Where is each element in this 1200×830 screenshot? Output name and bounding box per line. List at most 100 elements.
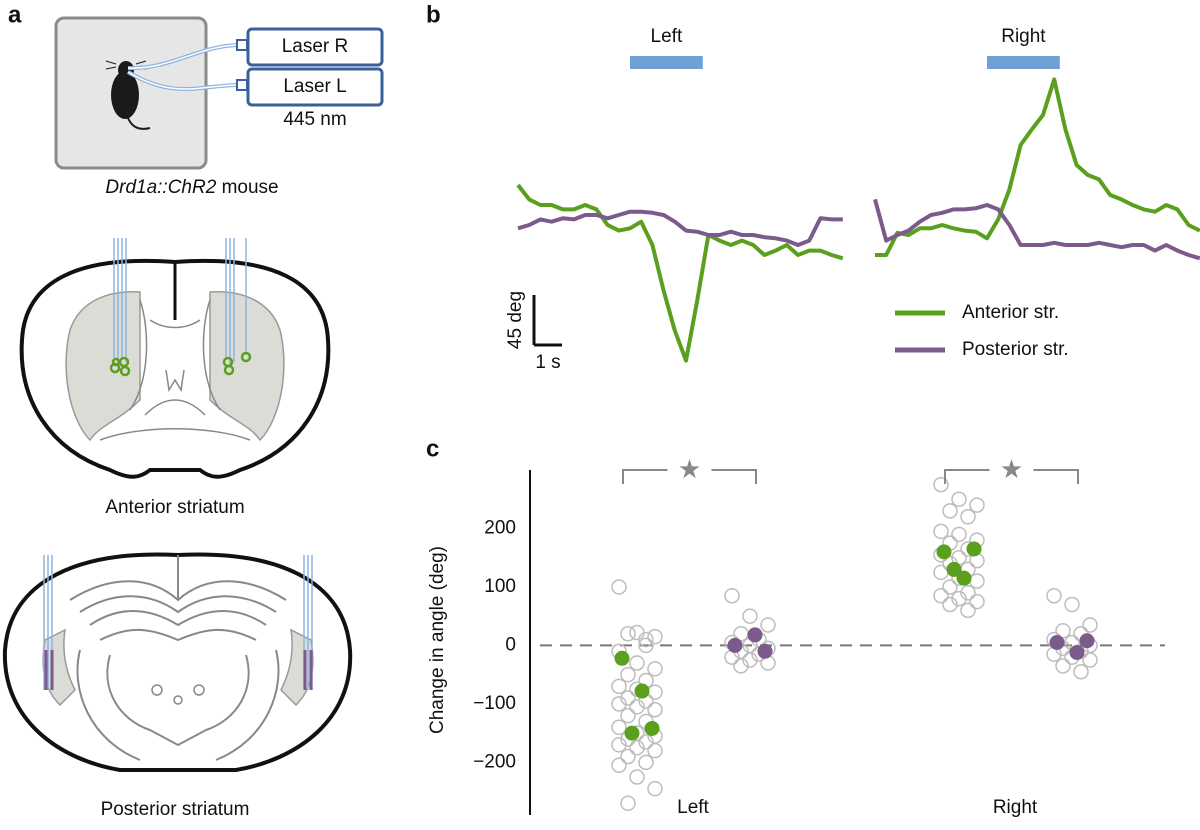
- mean-point: [747, 627, 763, 643]
- panel-label: c: [426, 435, 439, 462]
- genotype: Drd1a::ChR2: [105, 177, 216, 198]
- anterior-section: [19, 238, 331, 479]
- trial-point: [611, 757, 627, 774]
- significance-bracket: [622, 469, 757, 484]
- mean-point: [1079, 633, 1095, 649]
- y-axis-label: Change in angle (deg): [427, 546, 448, 734]
- mouse-label: Drd1a::ChR2 mouse: [105, 177, 278, 198]
- y-tick-label: 0: [505, 634, 516, 655]
- trial-point: [638, 637, 654, 654]
- y-tick-label: 200: [484, 517, 516, 538]
- mean-point: [1049, 635, 1065, 650]
- trial-point: [620, 748, 636, 765]
- y-tick-label: 100: [484, 576, 516, 597]
- mean-point: [757, 643, 773, 659]
- trial-point: [638, 631, 654, 648]
- stimulus-bar: [630, 56, 703, 69]
- trial-point: [629, 740, 645, 756]
- wavelength: 445 nm: [283, 109, 346, 130]
- trial-point: [960, 509, 976, 525]
- trial-point: [647, 780, 663, 797]
- laser-label: Laser L: [283, 76, 346, 97]
- trial-point: [620, 666, 636, 683]
- trial-point: [638, 754, 654, 771]
- trial-point: [933, 587, 949, 604]
- trial-point: [638, 734, 654, 750]
- mean-point: [956, 570, 972, 586]
- stimulus-bar: [987, 56, 1060, 69]
- trial-point: [733, 658, 749, 674]
- significance-star: ★: [678, 454, 701, 484]
- scalebar-x-label: 1 s: [535, 352, 560, 373]
- trial-point: [620, 625, 636, 642]
- trial-point: [647, 628, 663, 645]
- trial-point: [611, 737, 627, 753]
- x-tick-label: Right: [993, 797, 1038, 818]
- section-label: Anterior striatum: [105, 497, 244, 518]
- trial-point: [620, 795, 636, 812]
- trial-point: [951, 590, 967, 607]
- trial-point: [969, 593, 985, 610]
- trial-point: [611, 696, 627, 712]
- trial-point: [969, 497, 985, 513]
- posterior-section: [2, 552, 353, 772]
- trace: [873, 198, 1200, 261]
- trace: [517, 209, 843, 247]
- scalebar-y-label: 45 deg: [505, 291, 526, 349]
- trial-point: [933, 523, 949, 540]
- y-tick-label: −100: [473, 693, 516, 714]
- mean-point: [634, 683, 650, 699]
- trial-point: [742, 652, 758, 668]
- trial-point: [942, 503, 958, 519]
- trial-point: [942, 596, 958, 613]
- trial-point: [611, 678, 627, 695]
- trial-point: [1082, 617, 1098, 633]
- trial-point: [742, 608, 758, 624]
- y-tick-label: −200: [473, 751, 516, 772]
- trial-point: [1082, 652, 1098, 668]
- stimulus-label: Left: [651, 26, 683, 47]
- trial-point: [760, 617, 776, 633]
- trial-point: [933, 476, 949, 493]
- trial-point: [969, 573, 985, 589]
- trial-point: [620, 690, 636, 706]
- trial-point: [629, 699, 645, 715]
- trial-point: [611, 719, 627, 736]
- trial-point: [1064, 596, 1080, 613]
- trial-point: [647, 742, 663, 759]
- trial-point: [629, 655, 645, 671]
- animal: mouse: [222, 177, 279, 198]
- panel-label: a: [8, 1, 22, 28]
- mean-point: [614, 650, 630, 666]
- trial-point: [951, 491, 967, 507]
- mean-point: [644, 720, 660, 736]
- trial-point: [611, 579, 627, 595]
- setup-diagram: [54, 16, 384, 170]
- mean-point: [624, 725, 640, 741]
- x-tick-label: Left: [677, 797, 709, 818]
- section-label: Posterior striatum: [101, 799, 250, 820]
- trial-point: [942, 579, 958, 595]
- trial-point: [724, 587, 740, 604]
- trial-point: [647, 684, 663, 700]
- trial-point: [1055, 623, 1071, 639]
- trial-point: [647, 701, 663, 718]
- laser-label: Laser R: [282, 36, 349, 57]
- trial-point: [933, 564, 949, 581]
- trial-point: [1073, 663, 1089, 680]
- trial-point: [647, 661, 663, 677]
- legend-label: Anterior str.: [962, 302, 1059, 323]
- mean-point: [966, 541, 982, 557]
- trial-point: [951, 526, 967, 543]
- trial-point: [960, 602, 976, 619]
- mean-point: [936, 544, 952, 560]
- trace: [516, 183, 844, 363]
- trial-point: [629, 769, 645, 785]
- significance-bracket: [944, 469, 1079, 484]
- stimulus-label: Right: [1001, 26, 1046, 47]
- significance-star: ★: [1000, 454, 1023, 484]
- legend-label: Posterior str.: [962, 339, 1069, 360]
- mean-point: [946, 561, 962, 577]
- trial-point: [1046, 587, 1062, 604]
